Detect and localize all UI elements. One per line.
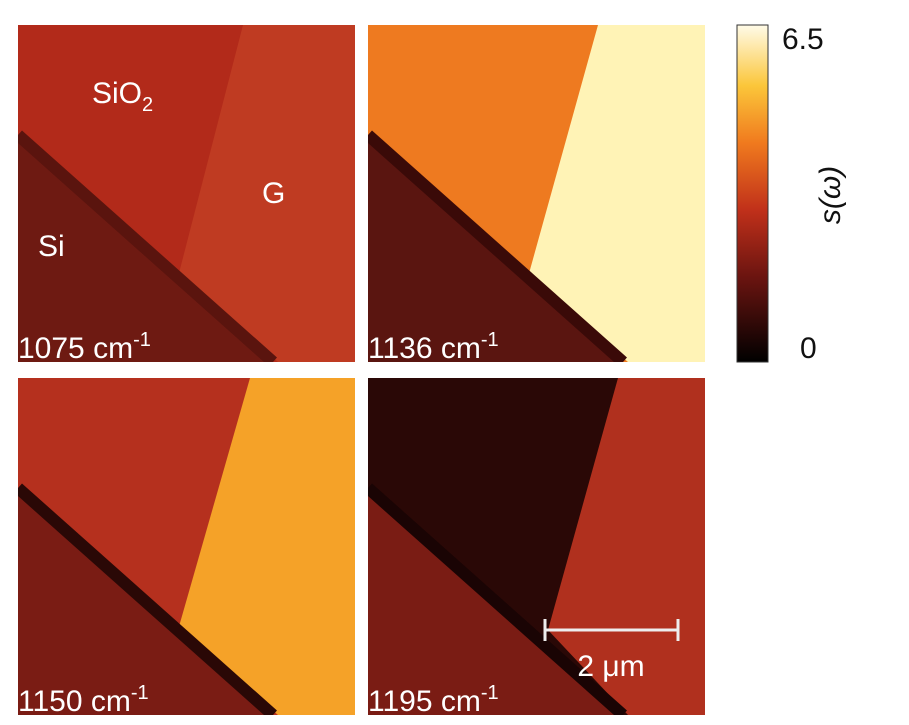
- panel: [18, 378, 355, 715]
- panel: [18, 25, 355, 362]
- panel-label-sup: -1: [481, 682, 499, 704]
- region-label: Si: [38, 230, 65, 263]
- panel-label-sup: -1: [133, 329, 151, 351]
- panel-label: 1150 cm: [18, 685, 131, 718]
- panel-label: 1195 cm-1: [368, 682, 499, 718]
- region-label: SiO: [92, 77, 142, 110]
- panel: [368, 378, 705, 715]
- colorbar-max: 6.5: [782, 23, 824, 56]
- panel-label: 1136 cm-1: [368, 329, 499, 365]
- scale-bar-label: 2 μm: [577, 650, 644, 683]
- panel-label: 1136 cm: [368, 332, 481, 365]
- colorbar-min: 0: [800, 332, 817, 365]
- region-label: G: [262, 177, 285, 210]
- panel: [368, 25, 705, 362]
- panel-label-sup: -1: [131, 682, 149, 704]
- panel-label-sup: -1: [481, 329, 499, 351]
- colorbar: [736, 24, 769, 363]
- panel-label: 1075 cm: [18, 332, 133, 365]
- panel-label: 1150 cm-1: [18, 682, 149, 718]
- colorbar-label: s(ω): [814, 166, 847, 224]
- region-label: SiO2: [92, 77, 153, 116]
- region-label-sub: 2: [142, 94, 153, 116]
- scale-bar: [543, 619, 680, 641]
- panel-label: 1195 cm: [368, 685, 481, 718]
- panel-label: 1075 cm-1: [18, 329, 151, 365]
